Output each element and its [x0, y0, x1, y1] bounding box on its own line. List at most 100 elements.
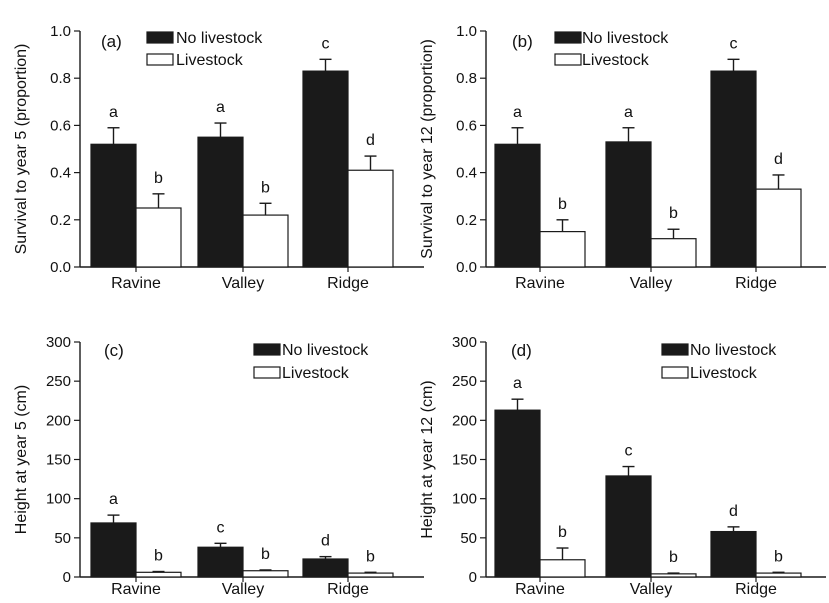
significance-label: b: [669, 205, 678, 222]
y-tick-label: 0.0: [50, 259, 71, 276]
legend-label: Livestock: [582, 52, 650, 69]
y-tick-label: 150: [452, 452, 477, 469]
y-tick-label: 300: [46, 334, 71, 351]
y-tick-label: 250: [46, 373, 71, 390]
bar-livestock: [242, 214, 289, 268]
y-tick-label: 0.4: [456, 165, 477, 182]
bar-livestock: [650, 573, 697, 578]
y-axis-title: Survival to year 5 (proportion): [13, 44, 30, 255]
y-tick-label: 0.6: [50, 117, 71, 134]
significance-label: a: [109, 104, 118, 121]
significance-label: b: [261, 546, 270, 563]
y-tick-label: 50: [54, 530, 71, 547]
significance-label: a: [216, 99, 225, 116]
y-tick-label: 100: [46, 491, 71, 508]
bar-no-livestock: [494, 409, 541, 578]
legend-swatch: [554, 31, 582, 44]
y-tick-label: 0.8: [50, 70, 71, 87]
bar-livestock: [650, 238, 697, 268]
y-tick-label: 0: [63, 569, 71, 586]
y-axis-title: Height at year 12 (cm): [419, 380, 436, 538]
y-tick-label: 200: [452, 412, 477, 429]
x-category-label: Ridge: [735, 581, 777, 598]
legend-swatch: [253, 366, 281, 379]
legend-swatch: [661, 343, 689, 356]
y-tick-label: 0: [469, 569, 477, 586]
y-tick-label: 1.0: [50, 23, 71, 40]
chart-panel-3: 0 50 100 150 200 250 300 Height at year 5 (cm) (…: [13, 334, 424, 598]
significance-label: c: [322, 35, 330, 52]
significance-label: d: [729, 503, 738, 520]
panel-label: (c): [104, 341, 124, 360]
x-category-label: Ridge: [735, 275, 777, 292]
bar-livestock: [242, 570, 289, 578]
panel-label: (a): [101, 32, 122, 51]
significance-label: d: [366, 132, 375, 149]
bar-livestock: [755, 572, 802, 578]
y-tick-label: 300: [452, 334, 477, 351]
y-tick-label: 0.6: [456, 117, 477, 134]
significance-label: b: [154, 548, 163, 565]
y-axis-title: Height at year 5 (cm): [13, 385, 30, 534]
bar-livestock: [347, 572, 394, 578]
bar-livestock: [539, 231, 586, 268]
significance-label: b: [558, 524, 567, 541]
y-tick-label: 0.4: [50, 165, 71, 182]
y-tick-label: 0.0: [456, 259, 477, 276]
x-category-label: Ridge: [327, 581, 369, 598]
bar-no-livestock: [710, 70, 757, 268]
chart-panel-1: 0.0 0.2 0.4 0.6 0.8 1.0 Survival to year 5 (pr…: [13, 23, 424, 292]
y-tick-label: 1.0: [456, 23, 477, 40]
bar-no-livestock: [302, 558, 349, 578]
panel-label: (d): [511, 341, 532, 360]
x-category-label: Valley: [222, 581, 264, 598]
x-category-label: Ravine: [111, 275, 161, 292]
bar-no-livestock: [197, 136, 244, 268]
y-tick-label: 200: [46, 412, 71, 429]
y-tick-label: 0.2: [456, 212, 477, 229]
legend-swatch: [661, 366, 689, 379]
x-category-label: Valley: [222, 275, 264, 292]
y-axis-title: Survival to year 12 (proportion): [419, 39, 436, 259]
significance-label: b: [261, 179, 270, 196]
bar-no-livestock: [90, 522, 137, 578]
legend-swatch: [146, 53, 174, 66]
legend-label: No livestock: [282, 342, 369, 359]
significance-label: b: [366, 548, 375, 565]
significance-label: b: [154, 170, 163, 187]
significance-label: c: [217, 519, 225, 536]
y-tick-label: 50: [460, 530, 477, 547]
significance-label: a: [513, 375, 522, 392]
significance-label: a: [624, 104, 633, 121]
legend-label: No livestock: [582, 30, 669, 47]
significance-label: c: [625, 443, 633, 460]
legend-label: Livestock: [176, 52, 244, 69]
significance-label: d: [774, 151, 783, 168]
x-category-label: Ridge: [327, 275, 369, 292]
bar-no-livestock: [197, 546, 244, 578]
significance-label: c: [730, 35, 738, 52]
legend-label: Livestock: [690, 365, 758, 382]
legend-swatch: [554, 53, 582, 66]
x-category-label: Valley: [630, 581, 672, 598]
y-tick-label: 0.2: [50, 212, 71, 229]
significance-label: a: [513, 104, 522, 121]
bar-livestock: [347, 169, 394, 268]
x-category-label: Ravine: [515, 275, 565, 292]
bar-livestock: [135, 571, 182, 578]
chart-panel-4: 0 50 100 150 200 250 300 Height at year 12 (cm)…: [419, 334, 826, 598]
legend-label: No livestock: [690, 342, 777, 359]
x-category-label: Ravine: [515, 581, 565, 598]
bar-no-livestock: [494, 143, 541, 268]
x-category-label: Valley: [630, 275, 672, 292]
y-tick-label: 100: [452, 491, 477, 508]
bar-no-livestock: [605, 141, 652, 268]
y-tick-label: 0.8: [456, 70, 477, 87]
significance-label: b: [774, 548, 783, 565]
significance-label: b: [558, 196, 567, 213]
legend-swatch: [253, 343, 281, 356]
bar-livestock: [755, 188, 802, 268]
y-tick-label: 250: [452, 373, 477, 390]
legend-label: Livestock: [282, 365, 350, 382]
